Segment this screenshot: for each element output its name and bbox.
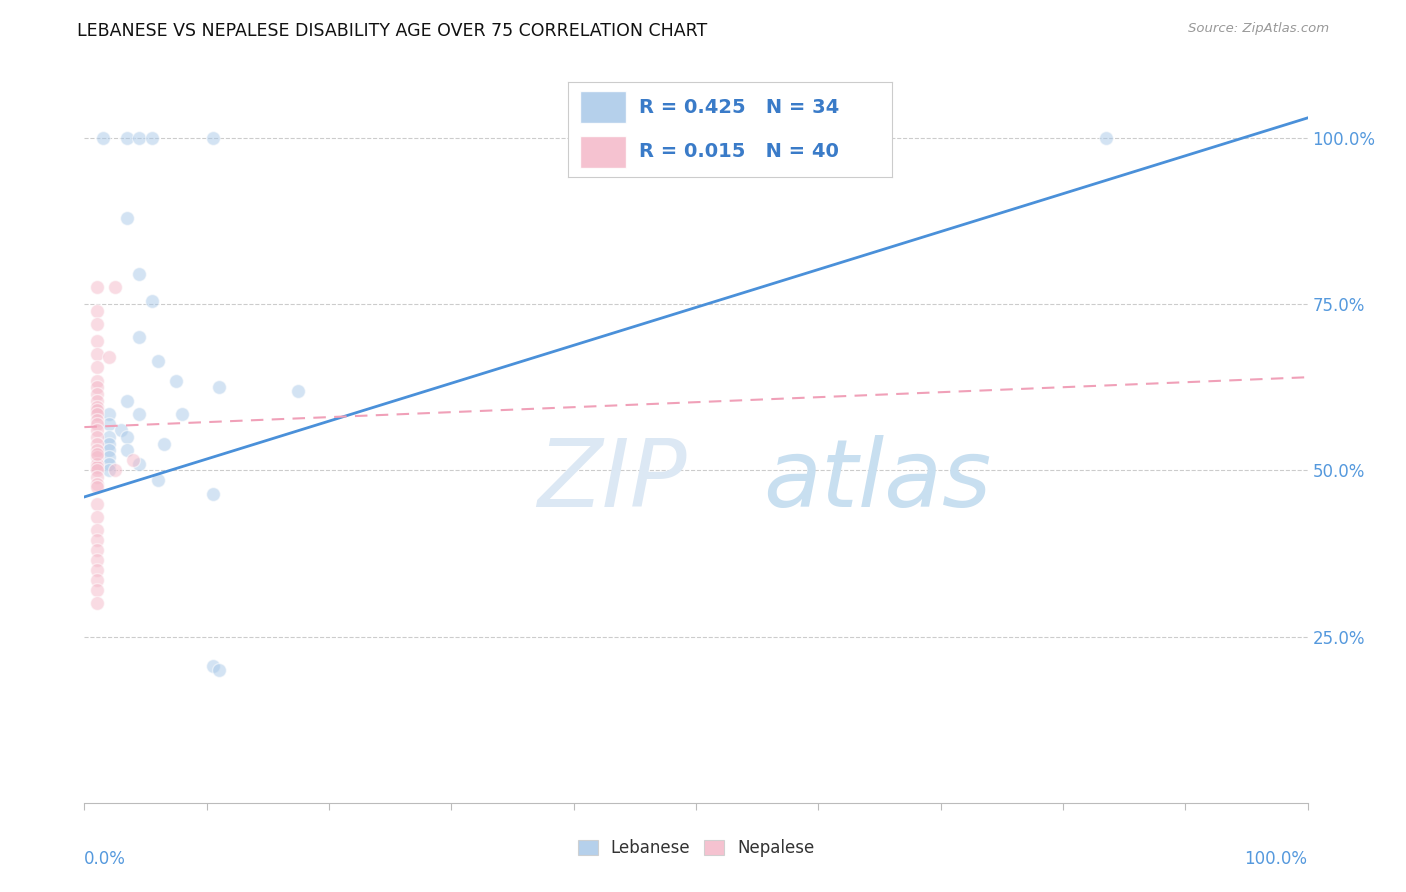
Point [86, 533, 108, 548]
Point [146, 473, 169, 487]
Point [86, 374, 108, 388]
Point [86, 334, 108, 348]
Point [86, 447, 108, 461]
Point [86, 317, 108, 331]
Point [86, 596, 108, 610]
Point [104, 280, 127, 294]
Point [86, 470, 108, 484]
Point [86, 543, 108, 558]
Point [86, 523, 108, 537]
Point [86, 413, 108, 427]
Point [86, 360, 108, 375]
Point [97, 443, 120, 458]
Point [86, 347, 108, 361]
Point [141, 131, 163, 145]
Point [165, 374, 187, 388]
Point [201, 131, 224, 145]
Point [86, 460, 108, 475]
Point [128, 267, 150, 281]
Point [208, 380, 231, 394]
Point [146, 353, 169, 368]
Point [86, 553, 108, 567]
Point [115, 430, 138, 444]
Point [86, 400, 108, 414]
Point [97, 436, 120, 450]
Point [86, 424, 108, 438]
Point [86, 582, 108, 597]
Point [97, 407, 120, 421]
Point [86, 443, 108, 458]
Text: 100.0%: 100.0% [1244, 850, 1308, 868]
Point [86, 509, 108, 524]
Point [122, 453, 145, 467]
Point [86, 436, 108, 450]
Point [86, 457, 108, 471]
Point [86, 417, 108, 431]
Point [86, 476, 108, 491]
Point [86, 407, 108, 421]
Point [201, 486, 224, 500]
Point [115, 211, 138, 225]
Point [115, 443, 138, 458]
Point [208, 663, 231, 677]
Point [97, 463, 120, 477]
Point [86, 563, 108, 577]
Point [104, 463, 127, 477]
Point [97, 450, 120, 464]
Point [86, 303, 108, 318]
Point [86, 573, 108, 587]
Point [86, 450, 108, 464]
Point [115, 131, 138, 145]
Point [86, 387, 108, 401]
Point [86, 430, 108, 444]
Point [91, 131, 114, 145]
Point [97, 430, 120, 444]
Point [110, 424, 132, 438]
Point [86, 463, 108, 477]
Text: 0.0%: 0.0% [84, 850, 127, 868]
Point [86, 480, 108, 494]
Point [97, 351, 120, 365]
Legend: Lebanese, Nepalese: Lebanese, Nepalese [571, 832, 821, 864]
Point [86, 280, 108, 294]
Point [86, 380, 108, 394]
Point [86, 497, 108, 511]
Point [172, 407, 194, 421]
Point [153, 436, 176, 450]
Text: LEBANESE VS NEPALESE DISABILITY AGE OVER 75 CORRELATION CHART: LEBANESE VS NEPALESE DISABILITY AGE OVER… [77, 22, 707, 40]
Point [128, 407, 150, 421]
Point [201, 659, 224, 673]
Point [141, 293, 163, 308]
Point [128, 131, 150, 145]
Point [97, 417, 120, 431]
Point [287, 384, 309, 398]
Point [86, 403, 108, 417]
Text: Source: ZipAtlas.com: Source: ZipAtlas.com [1188, 22, 1329, 36]
Text: atlas: atlas [763, 435, 991, 526]
Point [115, 393, 138, 408]
Point [97, 457, 120, 471]
Text: ZIP: ZIP [537, 435, 686, 526]
Point [1094, 131, 1116, 145]
Point [128, 330, 150, 344]
Point [86, 393, 108, 408]
Point [128, 457, 150, 471]
